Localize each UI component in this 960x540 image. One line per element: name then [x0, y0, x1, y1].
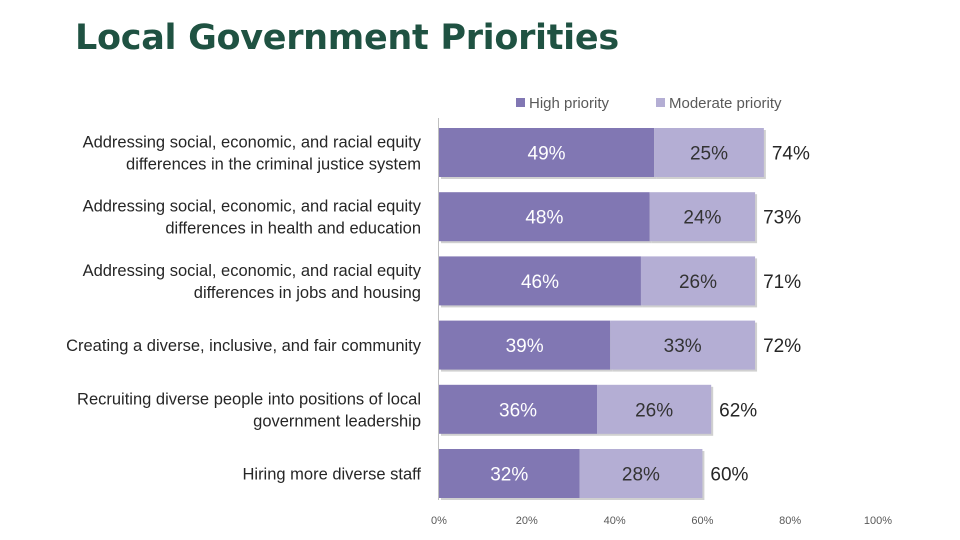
bar-segment-high — [439, 128, 655, 177]
data-label: 39% — [506, 336, 544, 357]
data-label: 25% — [690, 144, 728, 165]
category-label: Addressing social, economic, and racial … — [83, 262, 422, 280]
data-label: 48% — [525, 208, 563, 229]
x-tick-label: 20% — [516, 515, 538, 527]
x-tick-label: 40% — [604, 515, 626, 527]
bar-segment-moderate — [597, 384, 712, 434]
x-tick-label: 60% — [691, 515, 713, 527]
bar-segment-moderate — [610, 320, 756, 370]
data-label: 26% — [679, 272, 717, 293]
category-label: Addressing social, economic, and racial … — [83, 198, 422, 216]
total-label: 72% — [763, 336, 801, 357]
category-label: differences in jobs and housing — [194, 284, 421, 302]
legend-label-0: High priority — [529, 95, 610, 112]
data-label: 26% — [635, 400, 673, 421]
total-label: 60% — [710, 465, 748, 486]
x-tick-label: 100% — [864, 515, 892, 527]
legend-swatch-1 — [656, 98, 665, 107]
data-label: 33% — [664, 336, 702, 357]
total-label: 62% — [719, 400, 757, 421]
data-label: 24% — [683, 208, 721, 229]
data-label: 28% — [622, 465, 660, 486]
category-label: differences in health and education — [165, 220, 421, 238]
category-label: Recruiting diverse people into positions… — [77, 390, 421, 408]
x-tick-label: 0% — [431, 515, 447, 527]
data-label: 32% — [490, 465, 528, 486]
data-label: 46% — [521, 272, 559, 293]
category-label: differences in the criminal justice syst… — [126, 156, 421, 174]
bar-segment-moderate — [654, 128, 764, 177]
bar-segment-high — [439, 256, 641, 306]
category-label: Creating a diverse, inclusive, and fair … — [66, 337, 422, 355]
category-label: Hiring more diverse staff — [242, 466, 421, 484]
data-label: 36% — [499, 400, 537, 421]
bar-segment-moderate — [649, 192, 756, 242]
bar-segment-high — [439, 320, 611, 370]
data-label: 49% — [528, 144, 566, 165]
category-label: government leadership — [253, 412, 421, 430]
bar-segment-moderate — [640, 256, 756, 306]
legend-label-1: Moderate priority — [669, 95, 782, 112]
category-label: Addressing social, economic, and racial … — [83, 134, 422, 152]
bar-segment-high — [439, 384, 598, 434]
page-title: Local Government Priorities — [75, 18, 619, 58]
bar-segment-high — [439, 192, 650, 242]
total-label: 74% — [772, 144, 810, 165]
bar-segment-high — [439, 449, 580, 498]
total-label: 71% — [763, 272, 801, 293]
bar-segment-moderate — [579, 449, 703, 498]
total-label: 73% — [763, 208, 801, 229]
x-tick-label: 80% — [779, 515, 801, 527]
legend-swatch-0 — [516, 98, 525, 107]
